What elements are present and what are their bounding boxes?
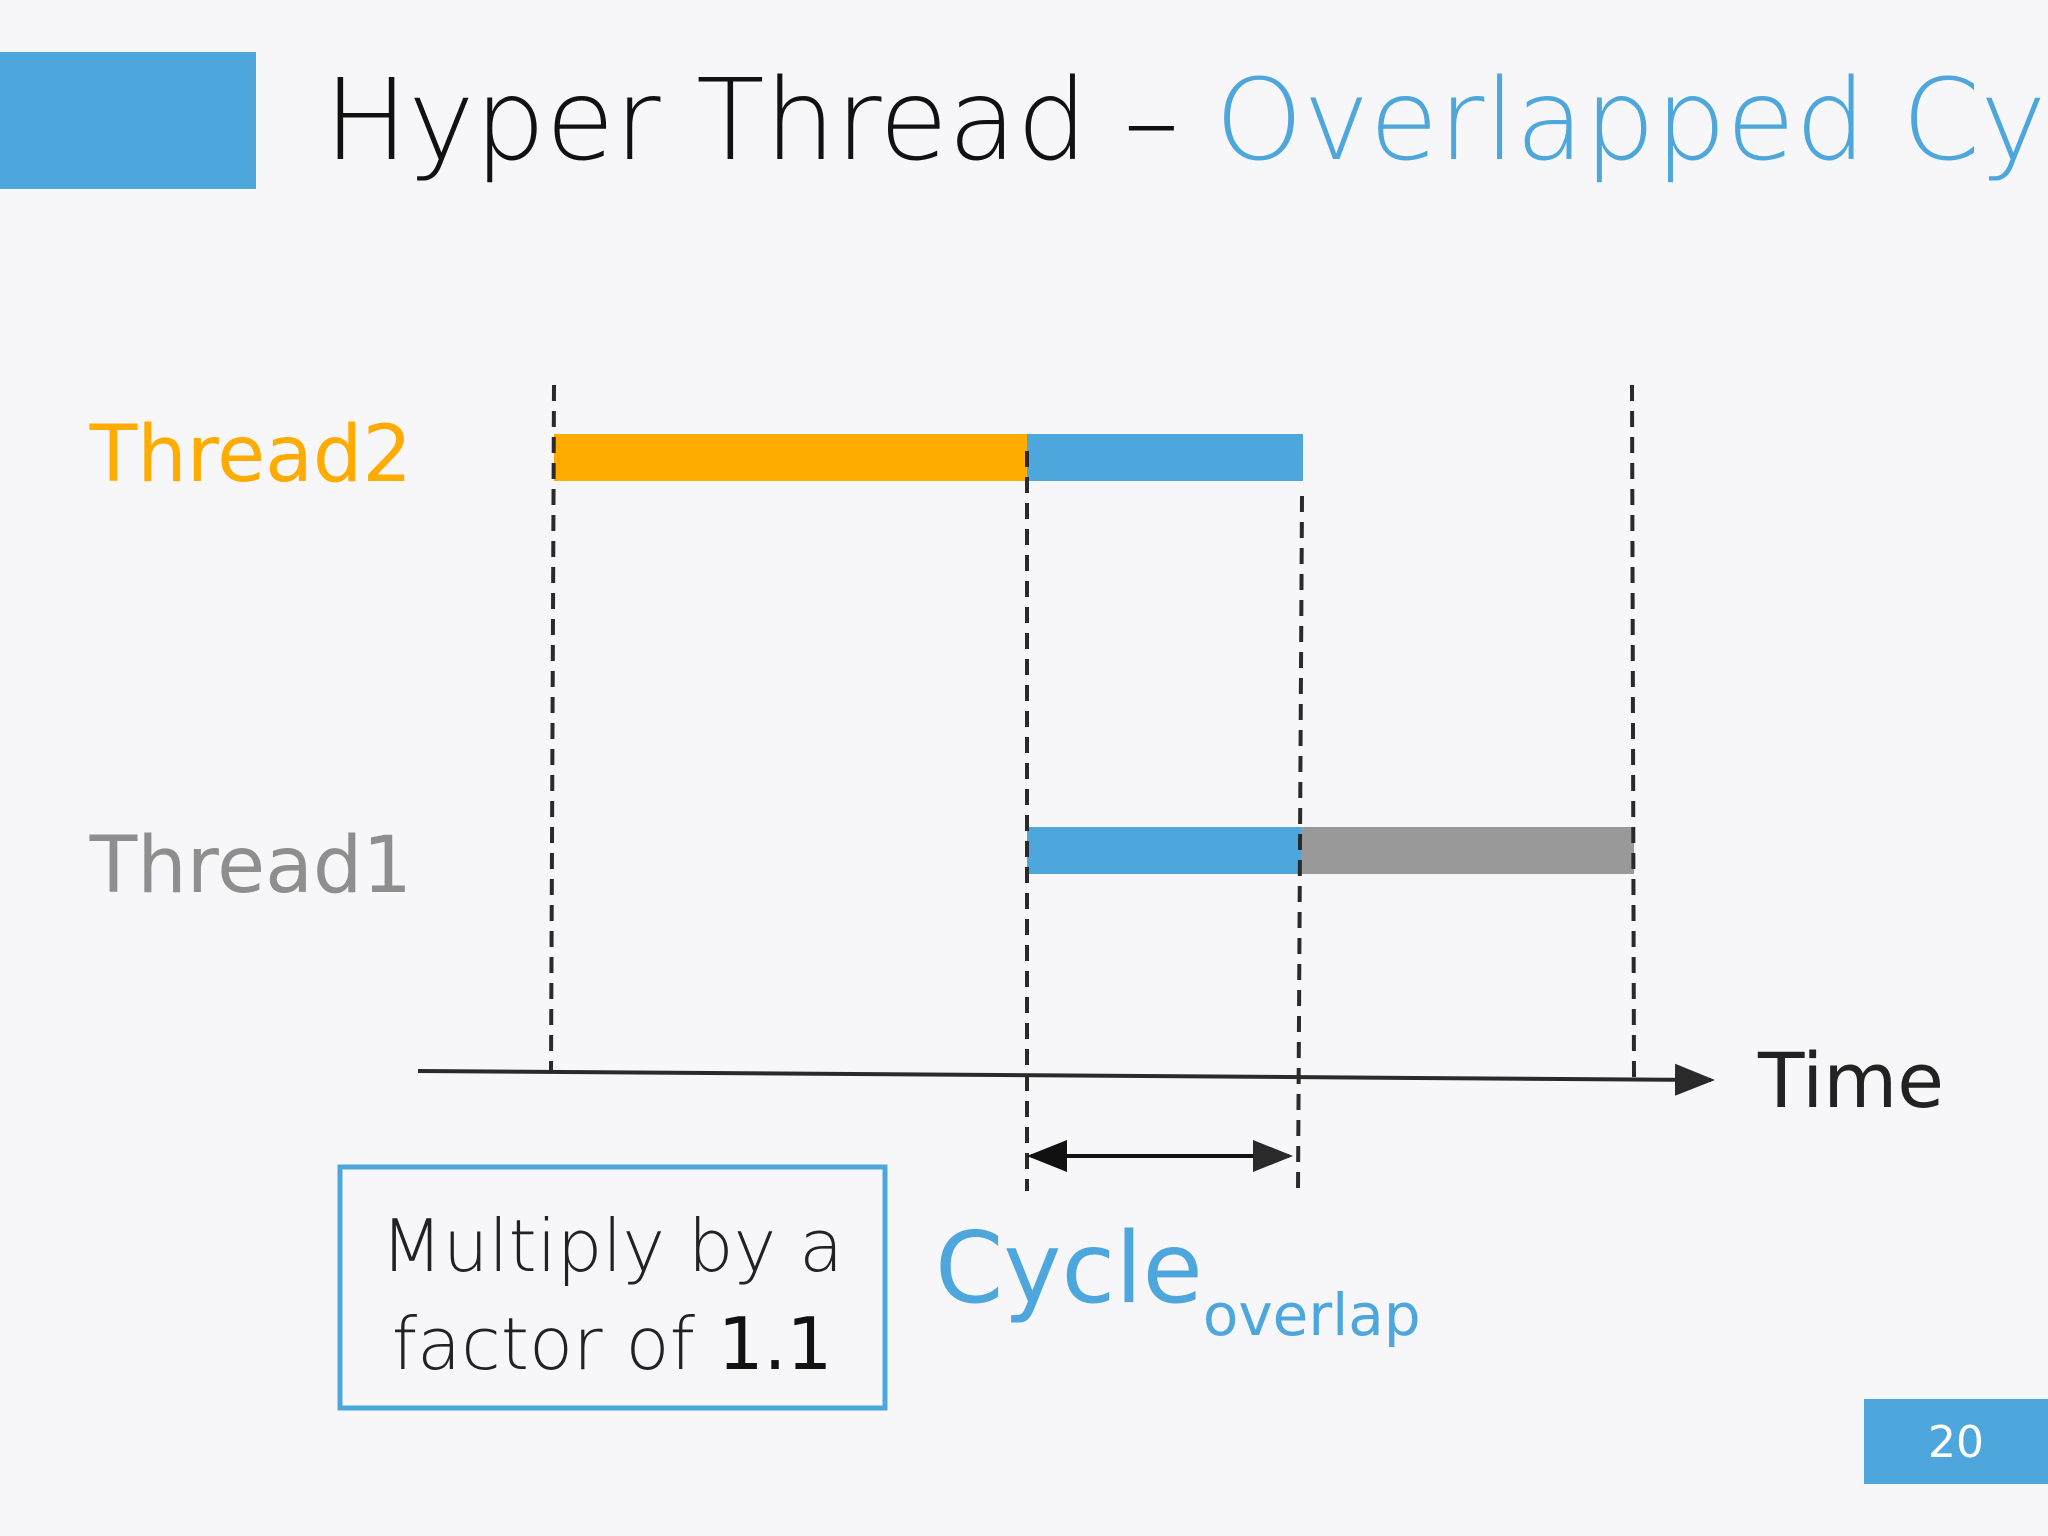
cycle-label: Cycleoverlap <box>935 1212 1421 1349</box>
note-text-part: factor of <box>392 1302 718 1386</box>
cycle-text: Cycle <box>935 1212 1203 1326</box>
cycle-subscript: overlap <box>1203 1281 1421 1349</box>
thread2-overlap-segment <box>1027 434 1303 481</box>
title-accent <box>0 52 256 189</box>
note-text: factor of 1.1 <box>392 1302 833 1386</box>
dashed-marker <box>1630 384 1636 1079</box>
thread-label: Thread1 <box>89 821 412 911</box>
page-number: 20 <box>1928 1417 1984 1468</box>
page-number-box <box>1864 1399 2048 1484</box>
note-box <box>337 1164 888 1411</box>
title-highlight: Overlapped Cycles <box>1215 56 2048 186</box>
thread2-segment <box>554 434 1027 481</box>
thread1-segment <box>1301 827 1634 874</box>
thread1-overlap-segment <box>1027 827 1301 874</box>
time-axis <box>417 1063 1715 1096</box>
title-text: Hyper Thread – <box>324 56 1215 186</box>
axis-label: Time <box>1757 1036 1944 1125</box>
thread-label: Thread2 <box>89 410 412 500</box>
note-text: Multiply by a <box>381 1204 844 1288</box>
note-factor: 1.1 <box>718 1302 833 1386</box>
dashed-marker <box>549 384 556 1072</box>
slide-title: Hyper Thread – Overlapped Cycles <box>324 56 2048 186</box>
